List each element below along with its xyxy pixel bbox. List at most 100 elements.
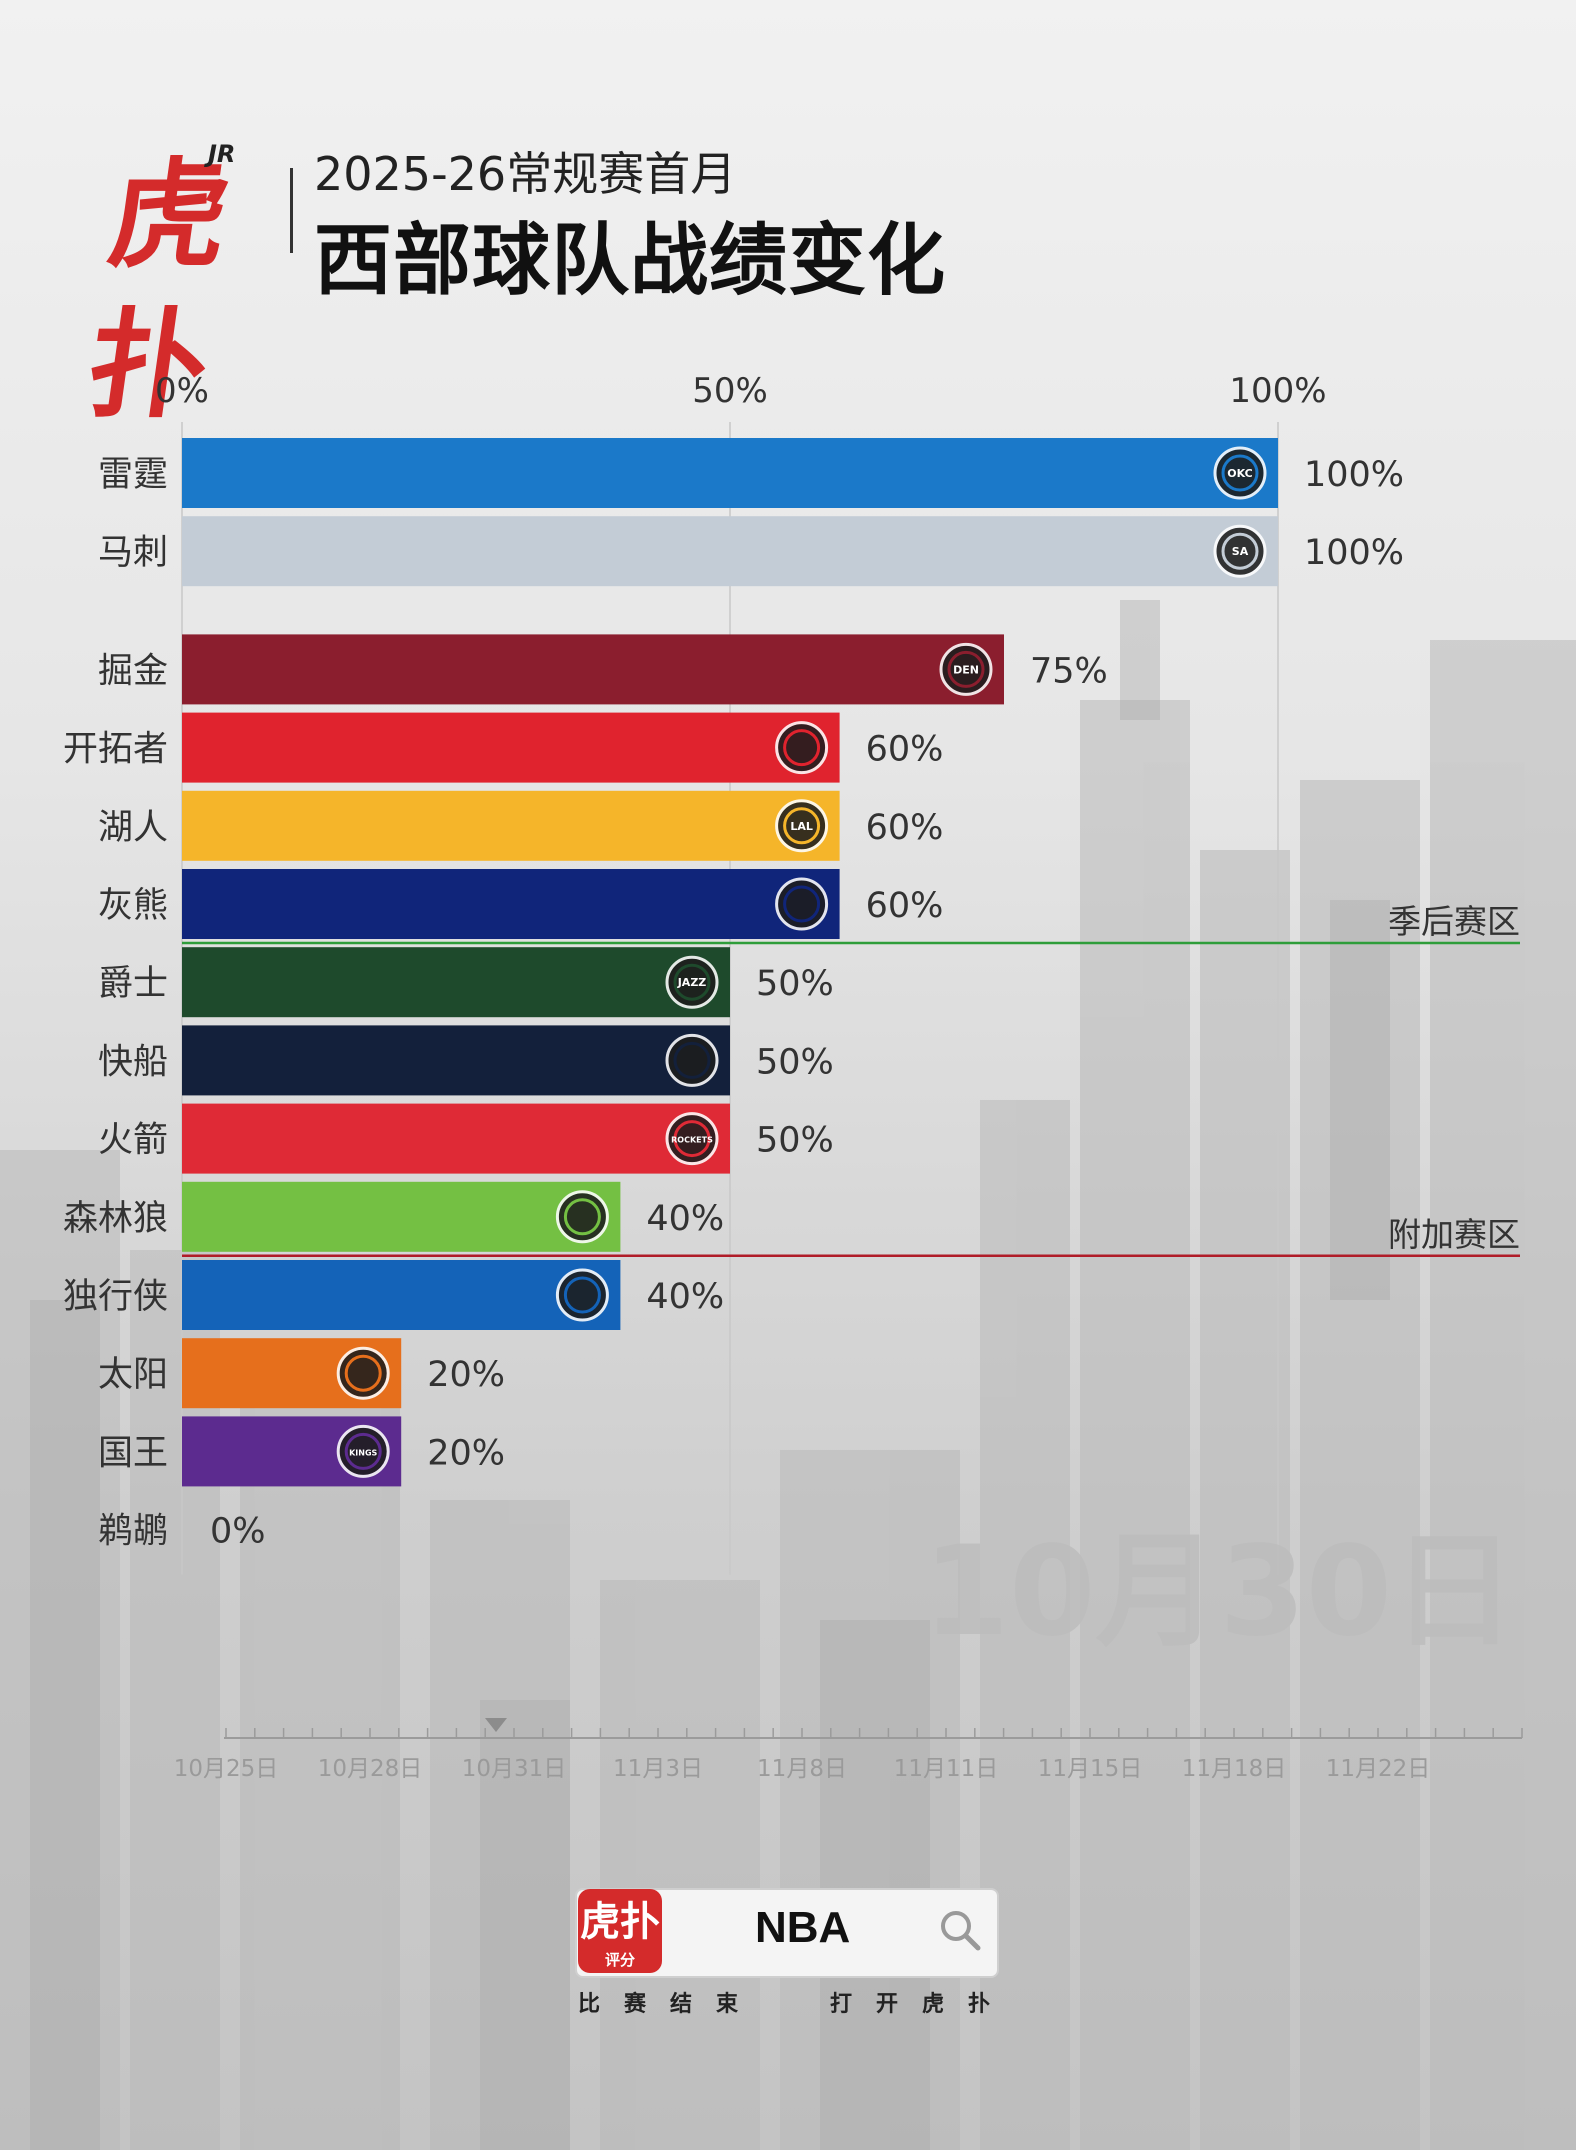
logo-ring — [947, 650, 985, 688]
value-label: 20% — [427, 1355, 505, 1395]
value-label: 20% — [427, 1433, 505, 1473]
logo-ring — [783, 729, 821, 767]
timeline-tick-label: 11月22日 — [1326, 1756, 1431, 1782]
chart-title: 西部球队战绩变化 — [314, 216, 947, 306]
value-label: 50% — [756, 964, 834, 1004]
team-label: 鹈鹕 — [98, 1512, 168, 1552]
app-icon-text: 虎扑 — [580, 1898, 660, 1945]
kings-logo-icon: KINGS — [336, 1424, 390, 1478]
zone-label: 季后赛区 — [1388, 902, 1520, 941]
jazz-logo-icon: JAZZ — [665, 955, 719, 1009]
logo-badge: JR — [208, 140, 236, 168]
team-label: 太阳 — [98, 1355, 168, 1395]
x-tick-label: 0% — [155, 371, 209, 411]
bar — [182, 790, 840, 861]
okc-logo-icon: OKC — [1213, 446, 1267, 500]
rockets-logo-icon: ROCKETS — [665, 1112, 719, 1166]
bar — [182, 1103, 730, 1174]
bar — [182, 516, 1278, 587]
value-label: 75% — [1030, 651, 1108, 691]
logo-text: OKC — [1227, 467, 1252, 480]
bar — [182, 438, 1278, 508]
chart-subtitle: 2025-26常规赛首月 — [314, 147, 737, 201]
hint-game-over: 比赛结束 — [578, 1992, 763, 2017]
value-label: 100% — [1304, 533, 1404, 573]
bar — [182, 1181, 621, 1252]
logo-text: KINGS — [349, 1448, 377, 1457]
zone-label: 附加赛区 — [1388, 1215, 1520, 1254]
team-label: 雷霆 — [98, 455, 168, 495]
team-label: 灰熊 — [98, 886, 168, 926]
logo-ring — [344, 1432, 382, 1470]
clippers-logo-icon — [665, 1033, 719, 1087]
logo-ring — [783, 807, 821, 845]
team-label: 国王 — [98, 1433, 168, 1473]
logo-ring — [1221, 454, 1259, 492]
value-label: 100% — [1304, 455, 1404, 495]
team-label: 开拓者 — [63, 730, 168, 770]
value-label: 50% — [756, 1121, 834, 1161]
search-icon[interactable] — [938, 1908, 982, 1952]
logo-text: LAL — [790, 820, 813, 833]
timeline-tick-label: 10月25日 — [174, 1756, 279, 1782]
x-tick-label: 50% — [692, 371, 768, 411]
logo-ring — [783, 885, 821, 923]
bar — [182, 1025, 730, 1096]
value-label: 50% — [756, 1042, 834, 1082]
timeline-tick-label: 11月8日 — [757, 1756, 847, 1782]
team-label: 湖人 — [98, 808, 168, 848]
suns-logo-icon — [336, 1346, 390, 1400]
logo-text: SA — [1232, 545, 1249, 558]
grizzlies-logo-icon — [775, 877, 829, 931]
logo-ring — [1221, 532, 1259, 570]
wolves-logo-icon — [555, 1190, 609, 1244]
timeline-tick-label: 10月31日 — [462, 1756, 567, 1782]
spurs-logo-icon: SA — [1213, 524, 1267, 578]
team-label: 独行侠 — [63, 1277, 168, 1317]
team-label: 掘金 — [98, 651, 168, 691]
value-label: 60% — [866, 886, 944, 926]
hupu-logo: 虎扑 JR — [80, 140, 300, 434]
value-label: 40% — [646, 1277, 724, 1317]
team-label: 爵士 — [98, 964, 168, 1004]
app-icon-subtext: 评分 — [604, 1951, 635, 1969]
nuggets-logo-icon: DEN — [939, 642, 993, 696]
logo-ring — [673, 1041, 711, 1079]
hupu-app-icon[interactable]: 虎扑 评分 — [578, 1889, 662, 1973]
logo-text: JAZZ — [677, 976, 707, 989]
timeline-tick-label: 11月15日 — [1038, 1756, 1143, 1782]
hint-open-hupu: 打开虎扑 — [830, 1992, 1015, 2017]
value-label: 40% — [646, 1199, 724, 1239]
logo-ring — [563, 1276, 601, 1314]
bar — [182, 869, 840, 939]
current-date-watermark: 10月30日 — [922, 1520, 1516, 1664]
logo-text: ROCKETS — [671, 1136, 713, 1145]
timeline-tick-label: 10月28日 — [318, 1756, 423, 1782]
team-label: 火箭 — [98, 1121, 168, 1161]
bar — [182, 712, 840, 783]
bar — [182, 1260, 621, 1330]
timeline-tick-label: 11月3日 — [613, 1756, 703, 1782]
x-tick-label: 100% — [1229, 371, 1326, 411]
logo-ring — [563, 1198, 601, 1236]
blazers-logo-icon — [775, 721, 829, 775]
value-label: 0% — [210, 1512, 266, 1552]
team-label: 快船 — [98, 1042, 168, 1082]
bar — [182, 947, 730, 1018]
search-query: NBA — [755, 1903, 851, 1952]
timeline-marker — [485, 1718, 507, 1732]
value-label: 60% — [866, 730, 944, 770]
lakers-logo-icon: LAL — [775, 799, 829, 853]
mavs-logo-icon — [555, 1268, 609, 1322]
team-label: 马刺 — [98, 533, 168, 573]
team-label: 森林狼 — [63, 1199, 168, 1239]
logo-text: DEN — [953, 663, 979, 676]
bar — [182, 634, 1004, 705]
timeline-tick-label: 11月11日 — [894, 1756, 999, 1782]
team-record-bar-chart: 0% 50% 100% 雷霆 OKC 100% 马刺 SA 100% 掘金 DEN 75% 开拓者 60%… — [63, 371, 1520, 1575]
logo-ring — [673, 963, 711, 1001]
title-divider — [290, 168, 293, 253]
logo-ring — [673, 1120, 711, 1158]
value-label: 60% — [866, 808, 944, 848]
